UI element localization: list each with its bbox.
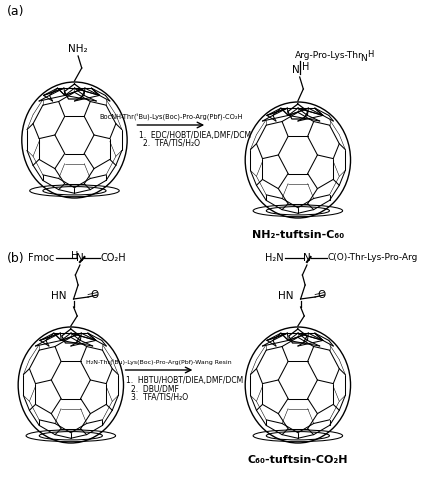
- Text: N: N: [360, 54, 366, 63]
- Text: HN: HN: [277, 291, 293, 301]
- Text: H: H: [302, 62, 309, 72]
- Text: (a): (a): [7, 5, 25, 18]
- Text: N: N: [302, 253, 310, 263]
- Text: CO₂H: CO₂H: [101, 253, 126, 263]
- Text: N: N: [291, 65, 299, 75]
- Text: NH₂-tuftsin-C₆₀: NH₂-tuftsin-C₆₀: [251, 230, 343, 240]
- Text: H: H: [366, 50, 372, 59]
- Text: HN: HN: [51, 291, 66, 301]
- Text: 3.  TFA/TIS/H₂O: 3. TFA/TIS/H₂O: [130, 392, 187, 401]
- Text: BocNH-Thr(ᵗBu)-Lys(Boc)-Pro-Arg(Pbf)-CO₂H: BocNH-Thr(ᵗBu)-Lys(Boc)-Pro-Arg(Pbf)-CO₂…: [99, 112, 242, 120]
- Text: Arg-Pro-Lys-Thr: Arg-Pro-Lys-Thr: [294, 51, 362, 60]
- Text: O: O: [317, 290, 325, 300]
- Text: 2.  TFA/TIS/H₂O: 2. TFA/TIS/H₂O: [143, 139, 200, 148]
- Text: C(O)-Thr-Lys-Pro-Arg: C(O)-Thr-Lys-Pro-Arg: [327, 254, 417, 262]
- Text: NH₂: NH₂: [68, 44, 88, 54]
- Text: H₂N: H₂N: [264, 253, 283, 263]
- Text: O: O: [91, 290, 99, 300]
- Text: 1.  HBTU/HOBT/DIEA,DMF/DCM: 1. HBTU/HOBT/DIEA,DMF/DCM: [126, 376, 243, 385]
- Text: N: N: [76, 253, 83, 263]
- Text: H: H: [71, 251, 78, 261]
- Text: H₂N-Thr(ᵗBu)-Lys(Boc)-Pro-Arg(Pbf)-Wang Resin: H₂N-Thr(ᵗBu)-Lys(Boc)-Pro-Arg(Pbf)-Wang …: [86, 359, 231, 365]
- Text: C₆₀-tuftsin-CO₂H: C₆₀-tuftsin-CO₂H: [247, 455, 347, 465]
- Text: (b): (b): [7, 252, 25, 265]
- Text: 1.  EDC/HOBT/DIEA,DMF/DCM: 1. EDC/HOBT/DIEA,DMF/DCM: [138, 131, 250, 140]
- Text: Fmoc: Fmoc: [28, 253, 55, 263]
- Text: 2.  DBU/DMF: 2. DBU/DMF: [130, 384, 178, 393]
